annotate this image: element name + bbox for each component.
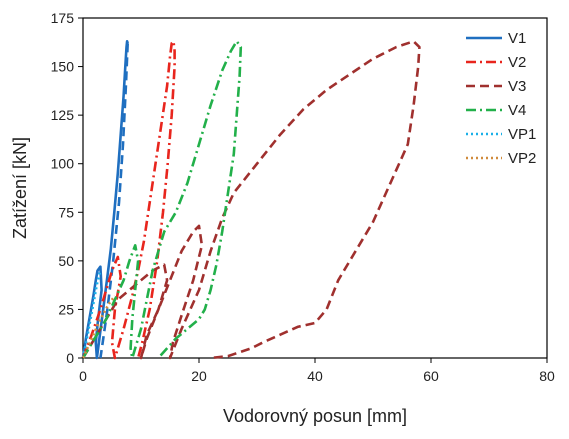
legend-label-v3: V3 xyxy=(508,78,526,95)
series-group xyxy=(81,39,421,360)
series-line-4 xyxy=(81,39,243,360)
legend-label-vp1: VP1 xyxy=(508,126,536,143)
y-tick-label: 25 xyxy=(58,301,74,317)
y-tick-label: 125 xyxy=(51,107,75,123)
y-tick-label: 175 xyxy=(51,10,75,26)
series-line-0 xyxy=(81,39,129,360)
legend-label-v4: V4 xyxy=(508,102,526,119)
x-tick-label: 0 xyxy=(79,368,87,384)
y-tick-label: 50 xyxy=(58,253,74,269)
series-line-5 xyxy=(81,270,102,359)
plot-area xyxy=(81,17,548,360)
y-axis-title: Zatížení [kN] xyxy=(10,137,30,239)
y-tick-label: 75 xyxy=(58,204,74,220)
y-axis-ticks: 0 25 50 75 100 125 150 175 xyxy=(51,10,83,366)
series-line-1 xyxy=(99,43,129,359)
x-tick-label: 60 xyxy=(423,368,439,384)
legend-label-vp2: VP2 xyxy=(508,150,536,167)
x-tick-label: 80 xyxy=(539,368,555,384)
series-line-3 xyxy=(81,39,421,360)
y-tick-label: 100 xyxy=(51,156,75,172)
x-axis-ticks: 0 20 40 60 80 xyxy=(79,358,555,384)
series-line-2 xyxy=(81,39,176,360)
y-tick-label: 150 xyxy=(51,59,75,75)
x-tick-label: 20 xyxy=(191,368,207,384)
legend: V1 V2 V3 V4 VP1 VP2 xyxy=(466,30,536,167)
legend-label-v1: V1 xyxy=(508,30,526,47)
legend-label-v2: V2 xyxy=(508,54,526,71)
x-axis-title: Vodorovný posun [mm] xyxy=(223,406,407,426)
x-tick-label: 40 xyxy=(307,368,323,384)
y-tick-label: 0 xyxy=(66,350,74,366)
